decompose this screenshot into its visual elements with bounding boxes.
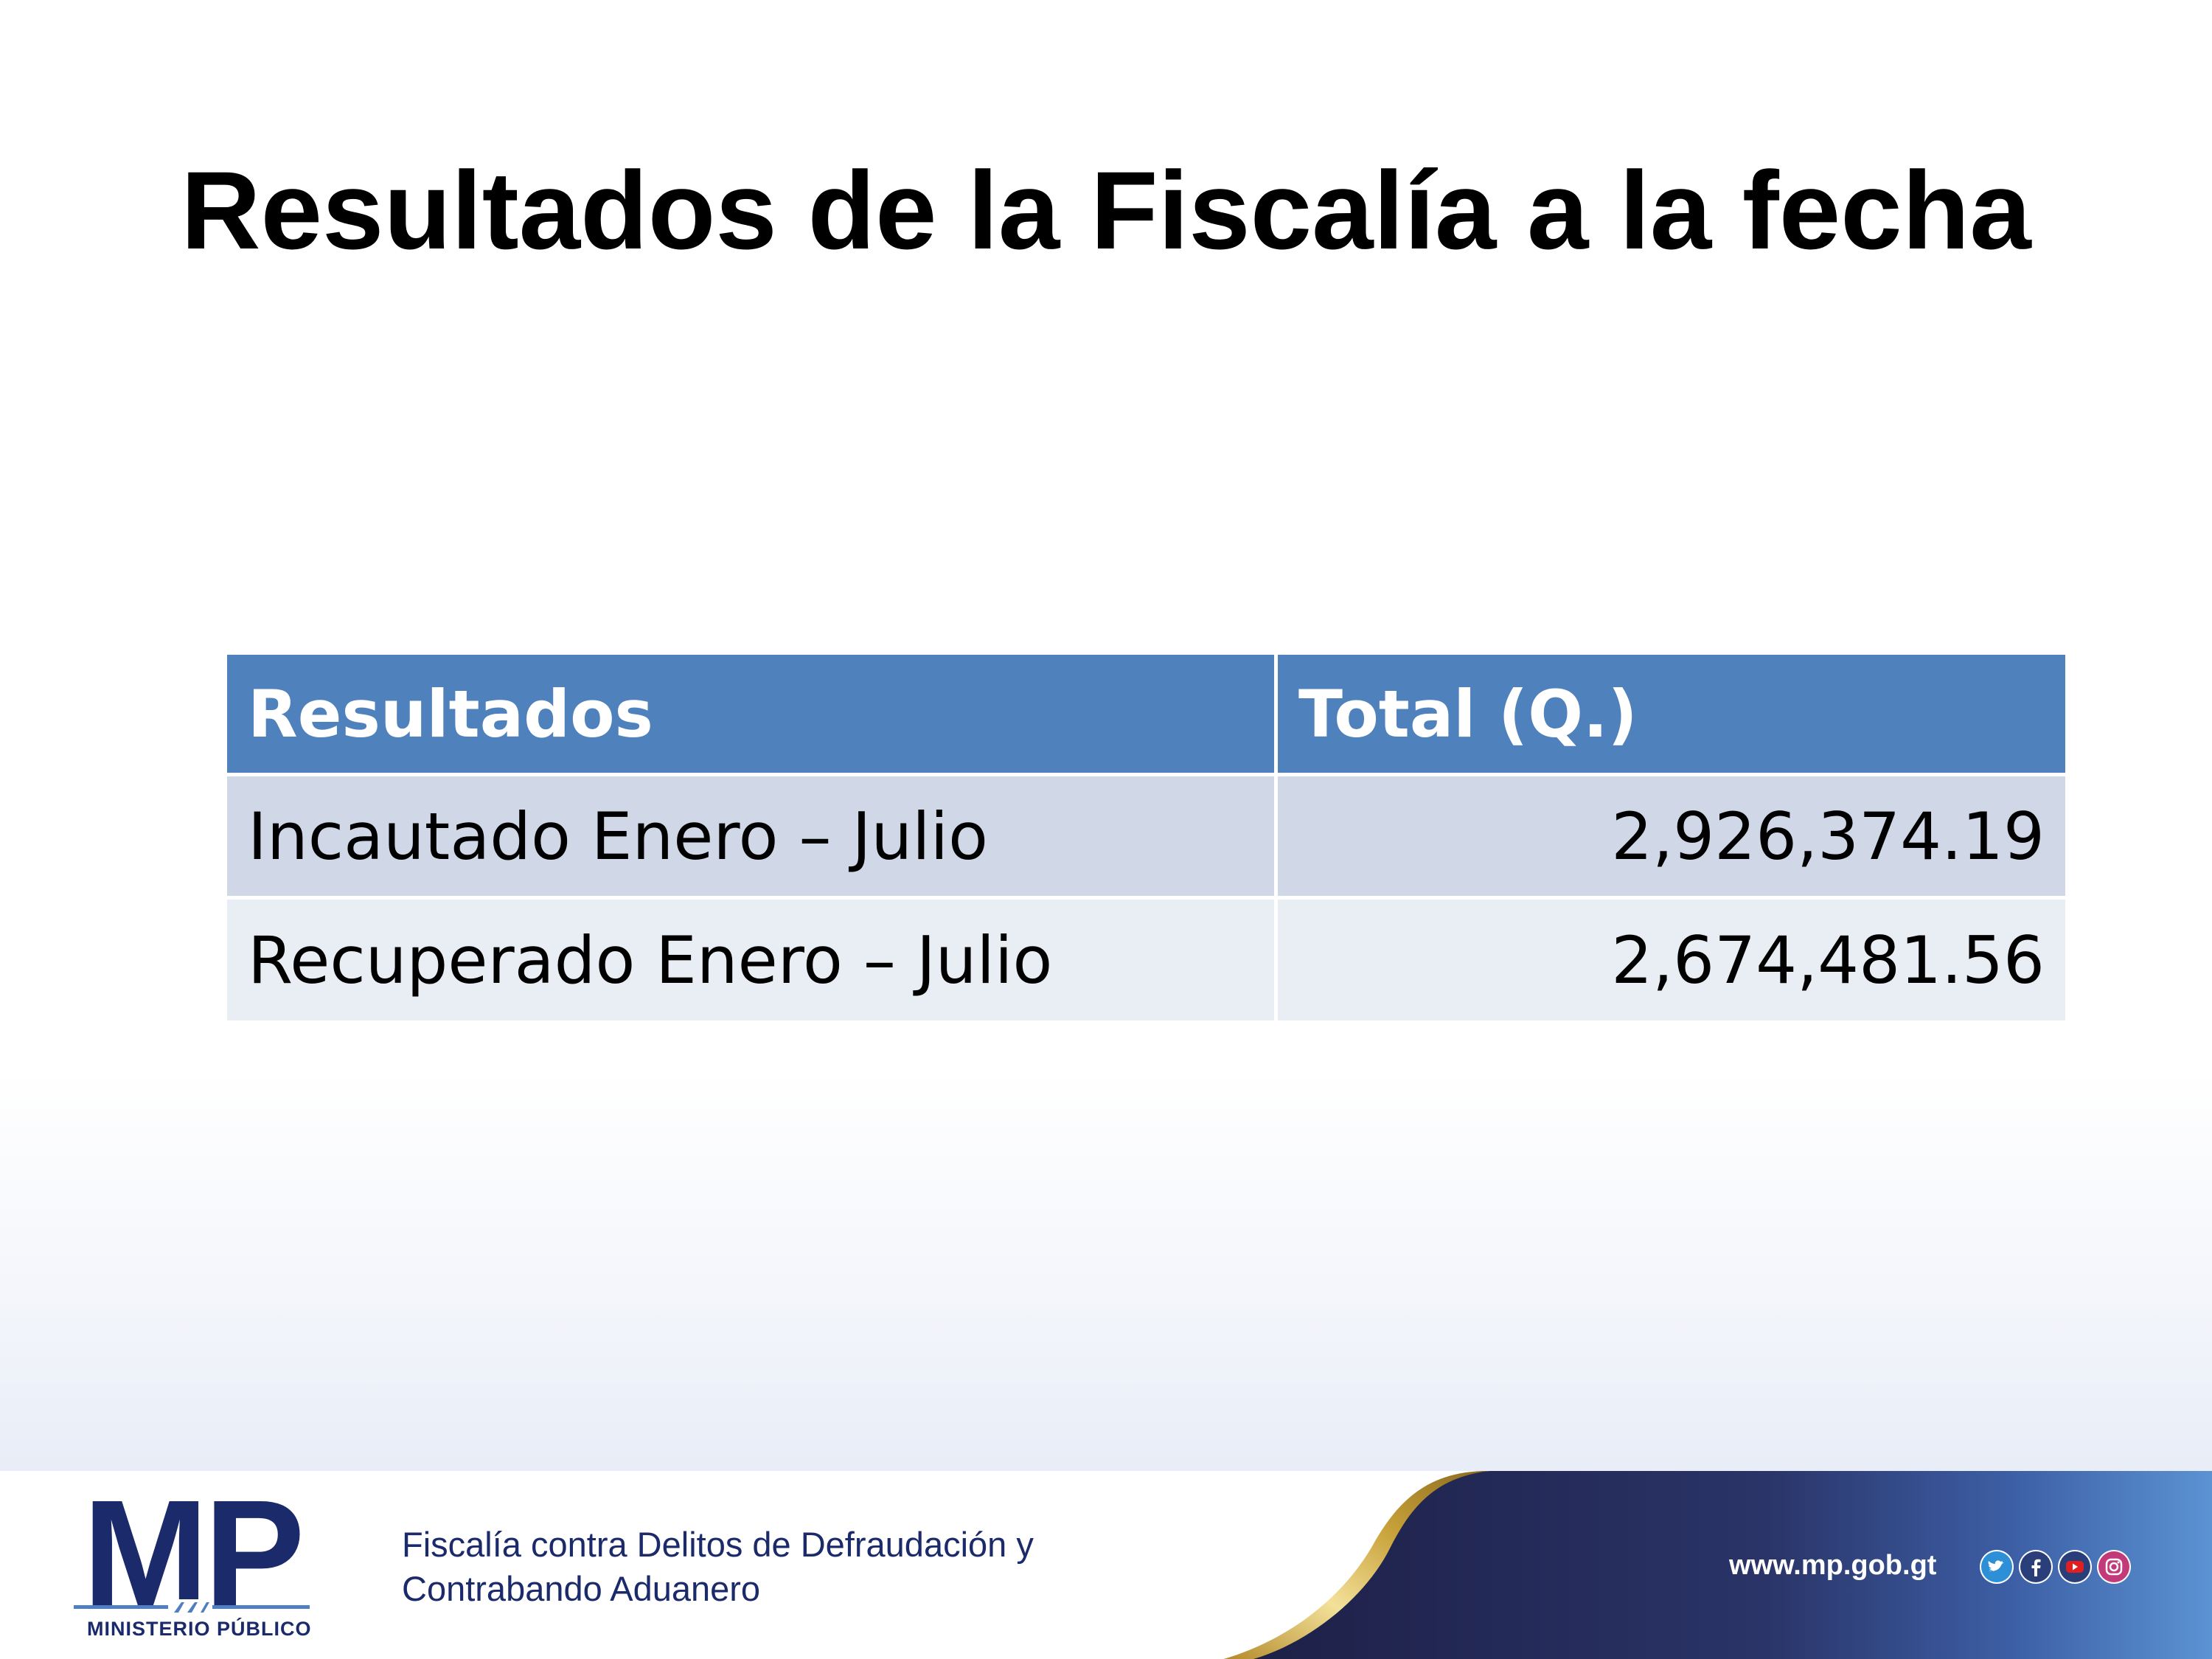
- logo-mp-text: MP: [83, 1471, 305, 1638]
- header-total: Total (Q.): [1274, 651, 2069, 776]
- instagram-icon[interactable]: [2097, 1550, 2131, 1584]
- youtube-icon[interactable]: [2058, 1550, 2092, 1584]
- twitter-icon[interactable]: [1980, 1550, 2014, 1584]
- office-name-line1: Fiscalía contra Delitos de Defraudación …: [402, 1525, 1034, 1564]
- row-value: 2,926,374.19: [1274, 773, 2069, 900]
- office-name-line2: Contrabando Aduanero: [402, 1569, 761, 1608]
- table-header-row: Resultados Total (Q.): [223, 651, 2069, 776]
- facebook-icon[interactable]: [2019, 1550, 2053, 1584]
- logo-mark-icon: [168, 1599, 212, 1615]
- row-label: Recuperado Enero – Julio: [223, 896, 1278, 1024]
- row-value: 2,674,481.56: [1274, 896, 2069, 1024]
- table-row: Recuperado Enero – Julio 2,674,481.56: [223, 896, 2069, 1024]
- row-label: Incautado Enero – Julio: [223, 773, 1278, 900]
- slide-title: Resultados de la Fiscalía a la fecha: [181, 148, 2031, 272]
- logo-subtitle: MINISTERIO PÚBLICO: [87, 1618, 312, 1640]
- website-link[interactable]: www.mp.gob.gt: [1729, 1550, 1937, 1581]
- header-resultados: Resultados: [223, 651, 1278, 776]
- results-table: Resultados Total (Q.) Incautado Enero – …: [223, 651, 2069, 1024]
- table-row: Incautado Enero – Julio 2,926,374.19: [223, 773, 2069, 900]
- footer: MP MINISTERIO PÚBLICO Fiscalía contra De…: [0, 1471, 2212, 1659]
- footer-band-graphic: [1224, 1471, 2212, 1659]
- mp-logo: MP MINISTERIO PÚBLICO: [74, 1471, 317, 1653]
- office-name: Fiscalía contra Delitos de Defraudación …: [402, 1523, 1034, 1611]
